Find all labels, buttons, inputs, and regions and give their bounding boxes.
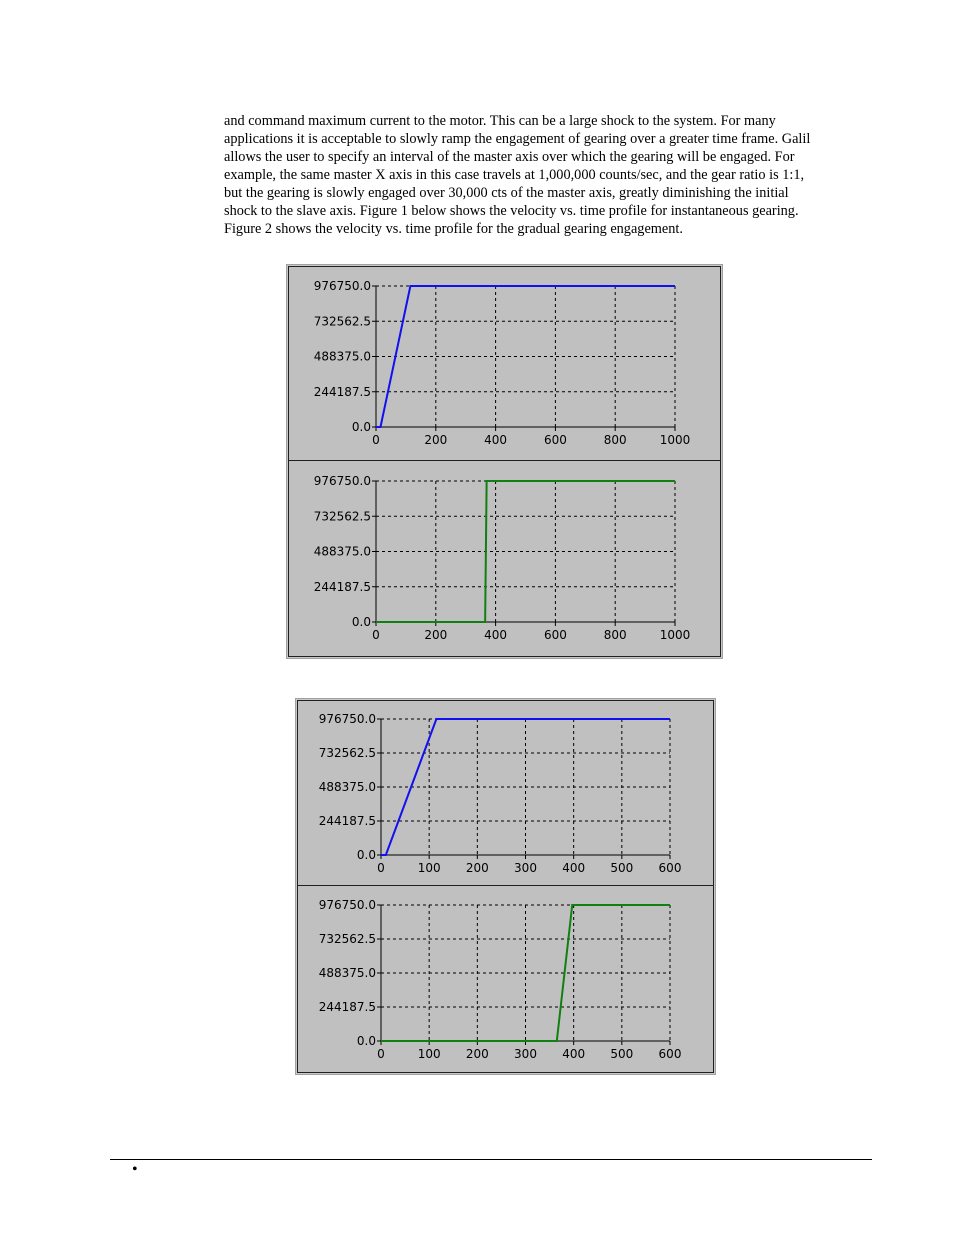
y-tick-label: 244187.5 <box>319 814 376 828</box>
y-tick-label: 0.0 <box>357 1034 376 1048</box>
y-tick-label: 0.0 <box>357 848 376 862</box>
y-tick-label: 732562.5 <box>314 314 371 328</box>
x-tick-label: 100 <box>418 861 441 875</box>
x-tick-label: 800 <box>604 433 627 447</box>
series-line <box>381 718 670 856</box>
paragraph-line: Figure 2 shows the velocity vs. time pro… <box>224 221 683 237</box>
y-tick-label: 732562.5 <box>319 932 376 946</box>
figure-1-instantaneous-gearing: 0.0 244187.5 488375.0 732562.5 976750.0 0 200 4… <box>286 264 723 659</box>
x-tick-label: 600 <box>659 1047 682 1061</box>
body-paragraph: and command maximum current to the motor… <box>224 112 864 238</box>
x-tick-label: 200 <box>466 1047 489 1061</box>
y-tick-label: 732562.5 <box>314 509 371 523</box>
y-tick-label: 976750.0 <box>319 898 376 912</box>
x-tick-label: 100 <box>418 1047 441 1061</box>
x-tick-label: 200 <box>424 628 447 642</box>
y-tick-label: 488375.0 <box>314 545 371 559</box>
x-tick-label: 500 <box>610 861 633 875</box>
x-tick-label: 300 <box>514 1047 537 1061</box>
figure-border <box>288 266 721 657</box>
series-line <box>381 904 670 1042</box>
chart-panel-bottom: 0.0 244187.5 488375.0 732562.5 976750.0 0 200 4… <box>314 474 691 642</box>
x-tick-label: 1000 <box>660 628 691 642</box>
x-tick-label: 600 <box>544 628 567 642</box>
x-tick-label: 0 <box>377 1047 385 1061</box>
paragraph-line: shock to the slave axis. Figure 1 below … <box>224 203 799 219</box>
x-tick-label: 800 <box>604 628 627 642</box>
series-line <box>376 285 675 428</box>
chart-panel-top: 0.0 244187.5 488375.0 732562.5 976750.0 0 200 4… <box>314 279 691 447</box>
y-tick-label: 0.0 <box>352 420 371 434</box>
y-tick-label: 244187.5 <box>314 385 371 399</box>
figure-2-gradual-gearing: 0.0 244187.5 488375.0 732562.5 976750.0 0 100 2… <box>295 698 716 1075</box>
x-tick-label: 400 <box>562 1047 585 1061</box>
footer-rule <box>110 1159 872 1160</box>
paragraph-line: applications it is acceptable to slowly … <box>224 131 811 147</box>
y-tick-label: 976750.0 <box>319 712 376 726</box>
y-tick-label: 244187.5 <box>314 580 371 594</box>
paragraph-line: allows the user to specify an interval o… <box>224 149 795 165</box>
x-tick-label: 0 <box>372 433 380 447</box>
x-tick-label: 200 <box>424 433 447 447</box>
y-tick-label: 732562.5 <box>319 746 376 760</box>
y-tick-label: 976750.0 <box>314 474 371 488</box>
x-tick-label: 0 <box>372 628 380 642</box>
chart-panel-top: 0.0 244187.5 488375.0 732562.5 976750.0 0 100 2… <box>319 712 682 875</box>
x-tick-label: 400 <box>484 433 507 447</box>
x-tick-label: 400 <box>562 861 585 875</box>
y-tick-label: 488375.0 <box>319 780 376 794</box>
x-tick-label: 600 <box>544 433 567 447</box>
paragraph-line: but the gearing is slowly engaged over 3… <box>224 185 789 201</box>
y-tick-label: 0.0 <box>352 615 371 629</box>
y-tick-label: 244187.5 <box>319 1000 376 1014</box>
figure-border <box>297 700 714 1073</box>
y-tick-label: 976750.0 <box>314 279 371 293</box>
series-line <box>376 480 675 623</box>
paragraph-line: and command maximum current to the motor… <box>224 113 776 129</box>
x-tick-label: 500 <box>610 1047 633 1061</box>
x-tick-label: 600 <box>659 861 682 875</box>
y-tick-label: 488375.0 <box>319 966 376 980</box>
x-tick-label: 200 <box>466 861 489 875</box>
x-tick-label: 1000 <box>660 433 691 447</box>
paragraph-line: example, the same master X axis in this … <box>224 167 805 183</box>
y-tick-label: 488375.0 <box>314 350 371 364</box>
x-tick-label: 300 <box>514 861 537 875</box>
x-tick-label: 0 <box>377 861 385 875</box>
x-tick-label: 400 <box>484 628 507 642</box>
footer-bullet: • <box>132 1161 138 1178</box>
chart-panel-bottom: 0.0 244187.5 488375.0 732562.5 976750.0 0 100 2… <box>319 898 682 1061</box>
